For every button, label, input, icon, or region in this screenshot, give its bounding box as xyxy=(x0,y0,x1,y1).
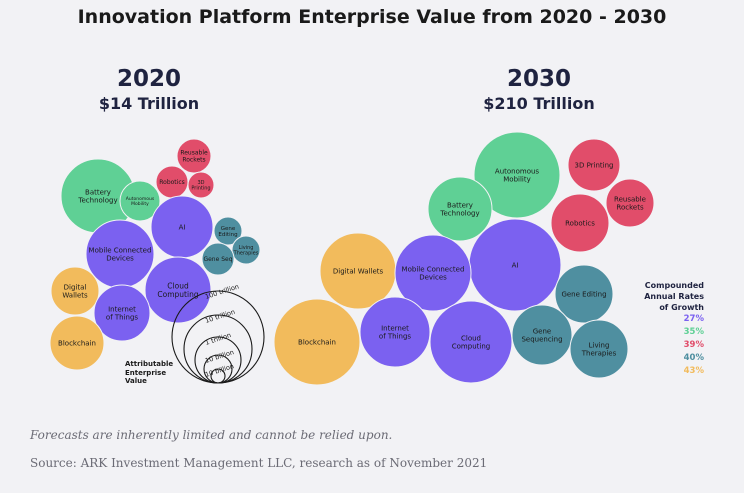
bubble-2020-gene-seq xyxy=(201,242,235,276)
bubble-label-2030-autonomous-mobility: Autonomous Mobility xyxy=(495,167,540,183)
bubble-2020-cloud-computing xyxy=(144,256,212,324)
bubble-label-2030-3d-printing: 3D Printing xyxy=(575,161,614,169)
legend-title-line: Compounded xyxy=(644,281,704,290)
bubble-2020-digital-wallets xyxy=(50,266,100,316)
bubble-label-2020-ai: AI xyxy=(179,223,186,231)
bubble-label-2020-autonomous-mobility: Autonomous Mobility xyxy=(126,196,155,207)
bubble-label-2030-gene-sequencing: Gene Sequencing xyxy=(521,327,562,343)
bubble-label-2020-gene-editing: Gene Editing xyxy=(218,226,237,238)
footer-note: Forecasts are inherently limited and can… xyxy=(30,428,393,442)
bubble-2030-reusable-rockets xyxy=(605,178,655,228)
bubble-2030-internet-of-things xyxy=(359,296,431,368)
bubble-2030-gene-editing xyxy=(554,264,614,324)
bubble-label-2020-gene-seq: Gene Seq xyxy=(203,256,232,263)
bubble-label-2020-cloud-computing: Cloud Computing xyxy=(157,281,198,299)
bubble-label-2030-battery-technology: Battery Technology xyxy=(439,201,479,217)
scale-label: Attributable Enterprise Value xyxy=(125,360,185,386)
bubble-label-2030-cloud-computing: Cloud Computing xyxy=(452,334,490,350)
legend-title-line: Annual Rates xyxy=(644,292,704,301)
bubble-label-2020-battery-technology: Battery Technology xyxy=(77,188,117,204)
bubble-2020-internet-of-things xyxy=(93,284,151,342)
legend-title-line: of Growth xyxy=(659,303,704,312)
bubble-label-2020-blockchain: Blockchain xyxy=(58,339,96,347)
chart-title: Innovation Platform Enterprise Value fro… xyxy=(77,6,667,28)
scale-label-line: Enterprise xyxy=(125,368,167,377)
bubble-2020-blockchain xyxy=(49,315,105,371)
bubble-2030-robotics xyxy=(550,193,610,253)
bubble-2030-gene-sequencing xyxy=(511,304,573,366)
bubble-label-2030-gene-editing: Gene Editing xyxy=(561,290,606,298)
year-2030-header: 2030 $210 Trillion xyxy=(464,66,614,113)
bubble-label-2020-3d-printing: 3D Printing xyxy=(191,180,210,192)
bubble-label-2030-reusable-rockets: Reusable Rockets xyxy=(614,195,646,211)
bubble-label-2030-internet-of-things: Internet of Things xyxy=(379,324,412,340)
scale-ring-label: 1 trillion xyxy=(204,331,232,347)
legend-item-energy: 35% xyxy=(683,327,704,337)
bubble-label-2030-ai: AI xyxy=(512,261,519,269)
bubble-label-2020-living-therapies: Living Therapies xyxy=(233,245,259,257)
bubble-label-2030-digital-wallets: Digital Wallets xyxy=(333,267,384,275)
footer-source: Source: ARK Investment Management LLC, r… xyxy=(30,456,488,470)
bubble-label-2030-mobile-connected-devices: Mobile Connected Devices xyxy=(402,265,465,281)
bubble-2020-autonomous-mobility xyxy=(119,180,161,222)
bubble-2030-autonomous-mobility xyxy=(473,131,561,219)
legend-item-ai: 27% xyxy=(683,314,704,324)
bubble-2020-3d-printing xyxy=(187,171,215,199)
bubble-label-2030-blockchain: Blockchain xyxy=(298,338,336,346)
bubble-label-2020-digital-wallets: Digital Wallets xyxy=(62,283,88,299)
year-2020-header: 2020 $14 Trillion xyxy=(84,66,214,113)
legend-item-robotics: 39% xyxy=(683,340,704,350)
scale-label-line: Attributable xyxy=(125,360,174,368)
bubble-label-2020-reusable-rockets: Reusable Rockets xyxy=(180,150,208,164)
bubble-2030-living-therapies xyxy=(569,319,629,379)
bubble-label-2020-internet-of-things: Internet of Things xyxy=(106,305,139,321)
year-label: 2030 xyxy=(506,66,571,92)
bubble-2020-gene-editing xyxy=(213,216,243,246)
scale-ring xyxy=(210,368,226,384)
bubble-2030-mobile-connected-devices xyxy=(394,234,472,312)
bubble-2030-blockchain xyxy=(273,298,361,386)
scale-label-line: Value xyxy=(125,377,147,385)
bubble-label-2020-robotics: Robotics xyxy=(159,179,185,186)
bubble-2030-3d-printing xyxy=(567,138,621,192)
total-value: $210 Trillion xyxy=(483,94,595,113)
bubble-label-2030-robotics: Robotics xyxy=(565,219,595,227)
year-label: 2020 xyxy=(116,66,181,92)
bubble-label-2020-mobile-connected-devices: Mobile Connected Devices xyxy=(89,246,152,262)
bubble-2020-living-therapies xyxy=(231,235,261,265)
legend-item-genomics: 40% xyxy=(683,353,704,363)
legend-item-blockchain: 43% xyxy=(683,366,704,376)
bubble-2020-reusable-rockets xyxy=(176,138,212,174)
bubble-2030-cloud-computing xyxy=(429,300,513,384)
bubble-2030-battery-technology xyxy=(427,176,493,242)
legend-title: Compounded Annual Rates of Growth xyxy=(636,280,704,313)
total-value: $14 Trillion xyxy=(98,94,200,113)
bubble-label-2030-living-therapies: Living Therapies xyxy=(581,341,617,357)
scale-ring-label: 10 trillion xyxy=(204,308,236,325)
